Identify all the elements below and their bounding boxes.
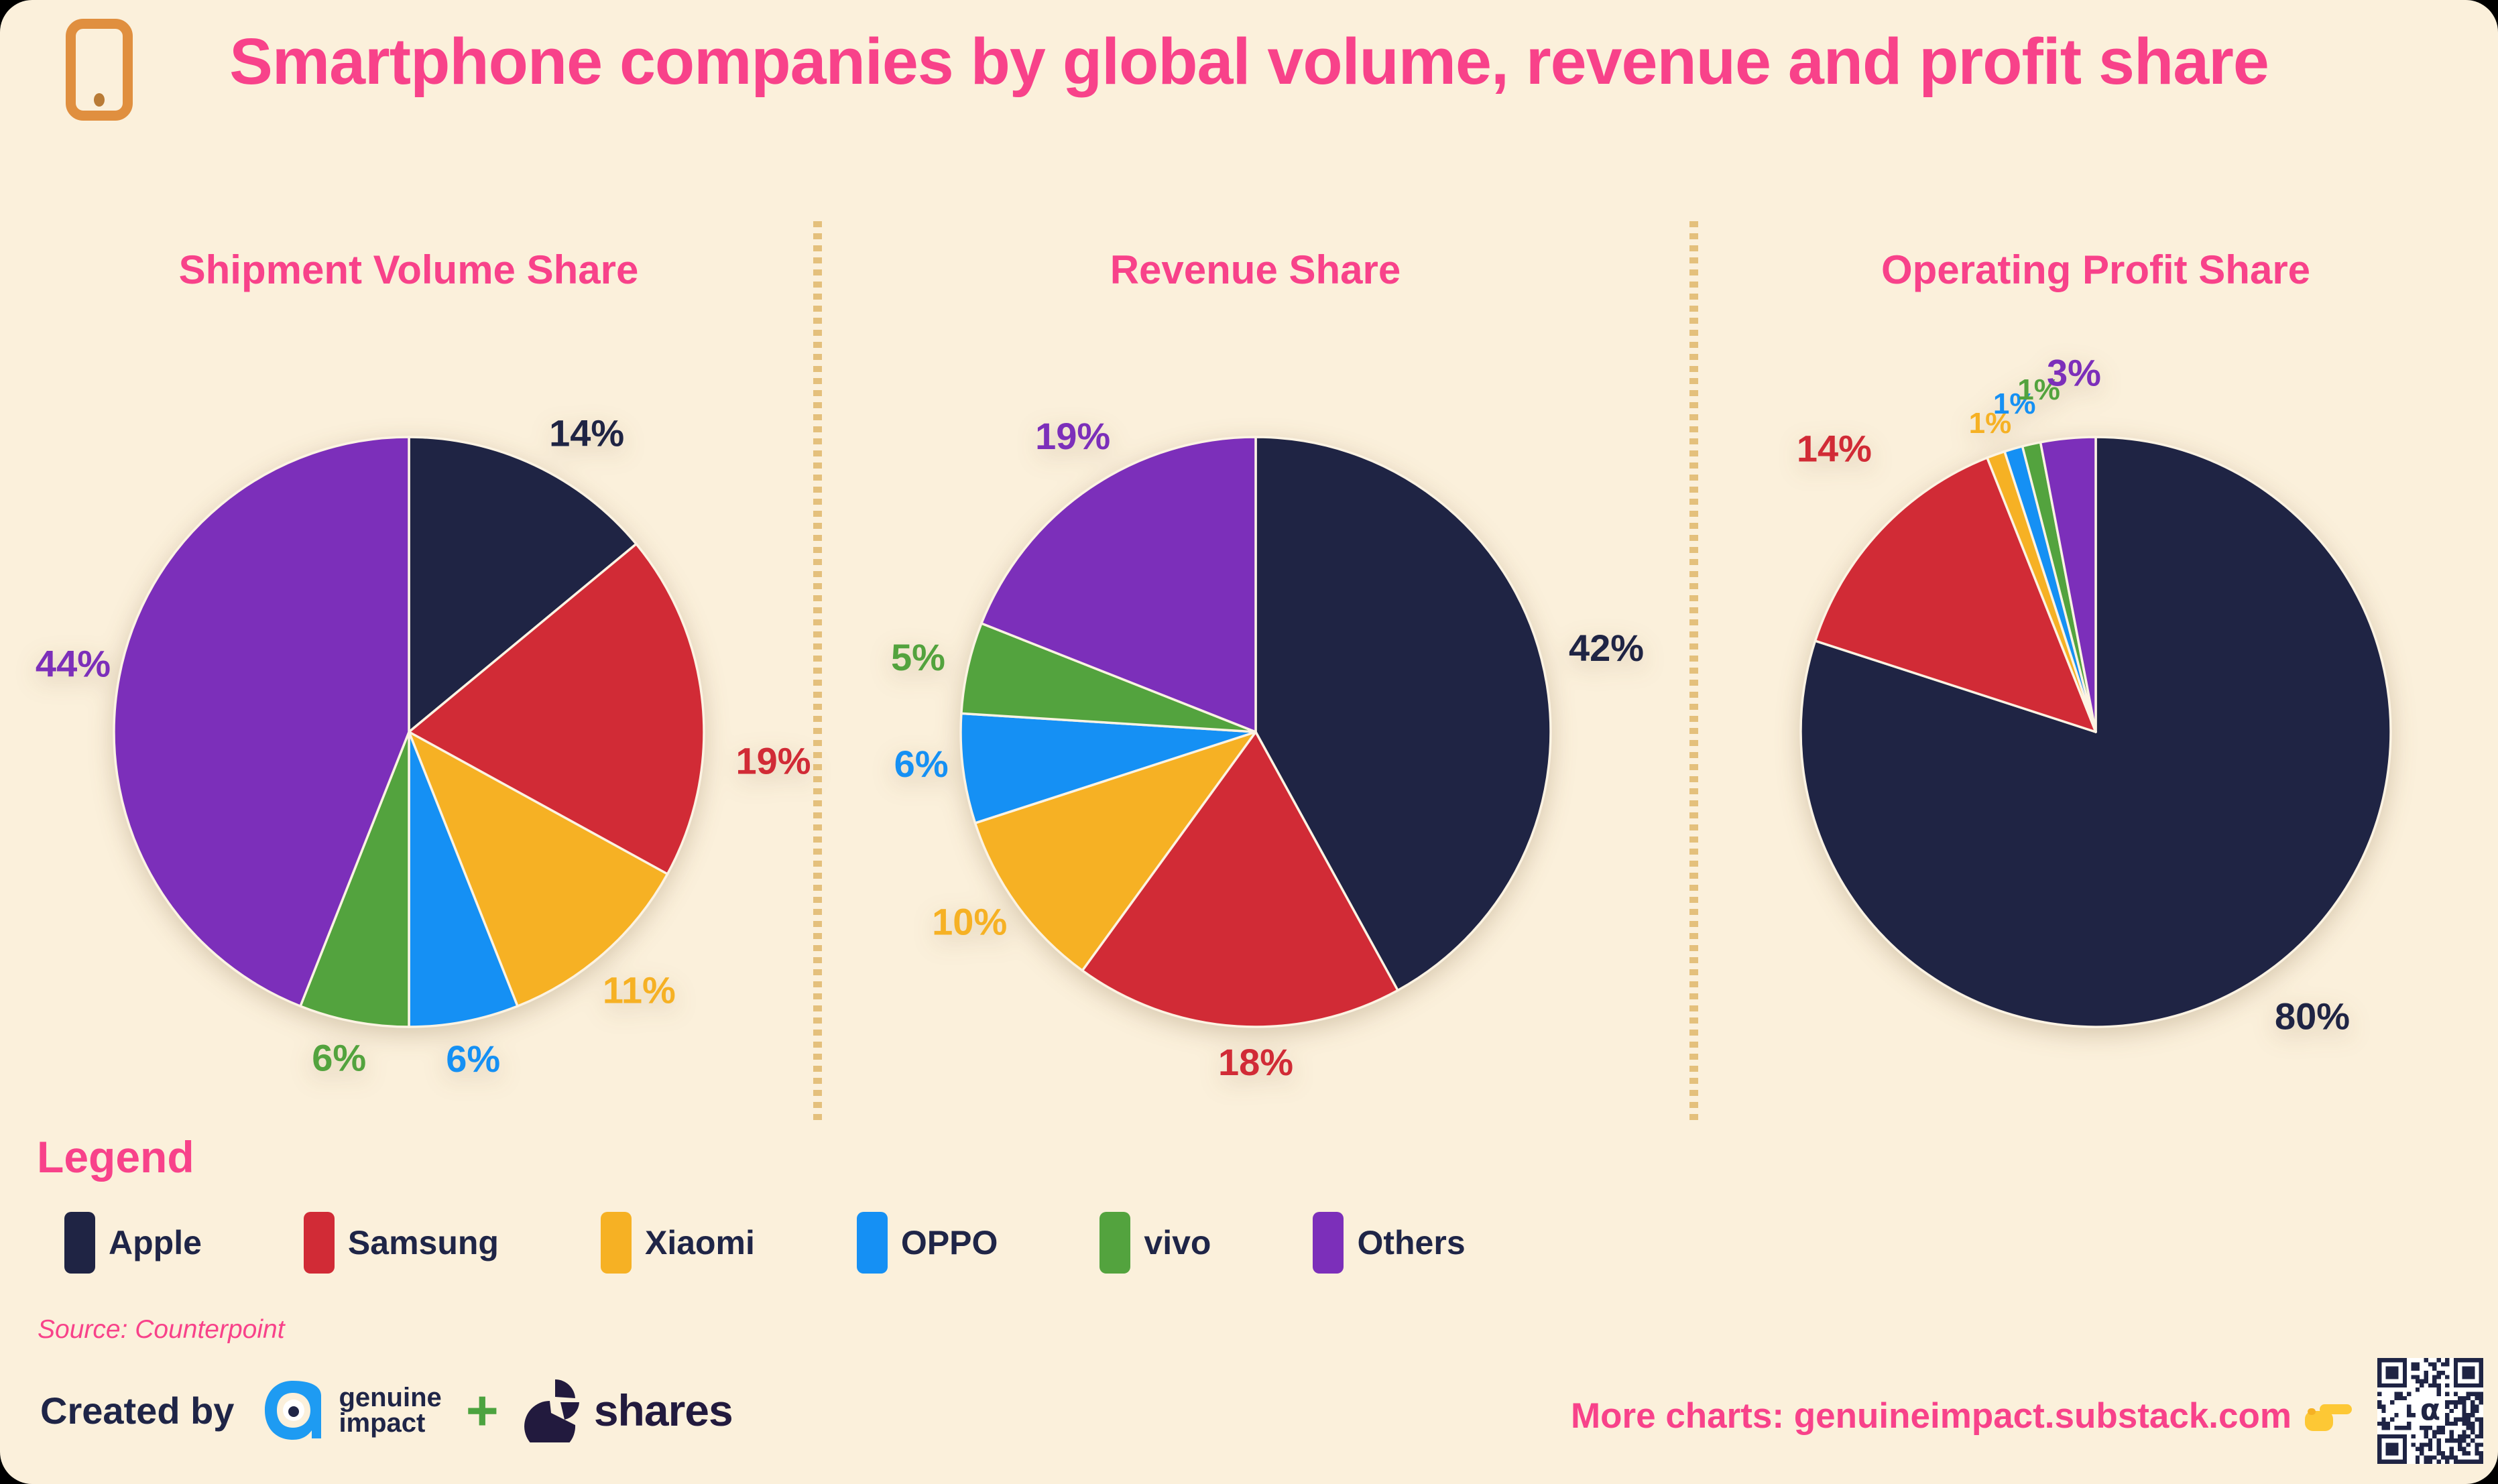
pie-label-oppo: 6% xyxy=(894,743,948,785)
pie-slice-oppo xyxy=(407,731,519,1028)
pie-slice-apple xyxy=(1799,436,2392,1028)
pie-label-oppo: 6% xyxy=(446,1038,500,1080)
pointing-hand-icon xyxy=(2304,1399,2353,1434)
pie-slice-samsung xyxy=(1813,456,2097,733)
legend-item-vivo: vivo xyxy=(1099,1212,1211,1274)
pie-label-apple: 42% xyxy=(1568,627,1643,669)
pie-label-oppo: 1% xyxy=(1993,387,2036,420)
pie-slice-vivo xyxy=(298,731,410,1028)
pie-label-samsung: 19% xyxy=(735,739,811,782)
source-note: Source: Counterpoint xyxy=(38,1315,285,1344)
chart-title-revenue: Revenue Share xyxy=(1110,247,1401,292)
legend-swatch-others xyxy=(1313,1212,1344,1274)
pie-slice-samsung xyxy=(1081,731,1399,1028)
chart-title-shipment-volume: Shipment Volume Share xyxy=(178,247,639,292)
legend-label: vivo xyxy=(1144,1224,1211,1261)
legend-label: Samsung xyxy=(347,1224,499,1261)
legend-heading: Legend xyxy=(37,1132,194,1182)
pie-label-others: 3% xyxy=(2047,351,2101,393)
dashed-divider-right xyxy=(1689,221,1698,1123)
genuine-impact-line1: genuine xyxy=(339,1383,442,1412)
pie-label-vivo: 1% xyxy=(2017,373,2060,406)
section-revenue: Revenue Share 42% 18% 10% 6% 5% 19% xyxy=(817,247,1693,1171)
genuine-impact-line2: impact xyxy=(339,1408,426,1438)
more-charts-link[interactable]: More charts: genuineimpact.substack.com xyxy=(1570,1396,2292,1436)
plus-sign: + xyxy=(465,1379,499,1442)
pie-label-xiaomi: 11% xyxy=(602,969,675,1011)
shares-logo: shares xyxy=(523,1378,733,1442)
legend-label: Others xyxy=(1357,1224,1466,1261)
chart-title-operating-profit: Operating Profit Share xyxy=(1881,247,2311,292)
dashed-divider-left xyxy=(813,221,822,1123)
pie-slice-others xyxy=(112,436,410,1007)
legend-swatch-oppo xyxy=(856,1212,888,1274)
qr-code: α xyxy=(2377,1358,2483,1464)
genuine-impact-logo: genuine impact xyxy=(258,1375,442,1445)
page-title: Smartphone companies by global volume, r… xyxy=(229,25,2269,98)
footer-branding: Created by genuine impact + shares xyxy=(40,1375,733,1445)
section-operating-profit: Operating Profit Share 80% 14% 1% 1% 1% 3% xyxy=(1693,247,2498,1171)
legend: Apple Samsung Xiaomi OPPO vivo Others xyxy=(64,1212,1466,1274)
legend-item-samsung: Samsung xyxy=(303,1212,499,1274)
shares-wordmark: shares xyxy=(593,1385,733,1435)
legend-swatch-samsung xyxy=(303,1212,335,1274)
shares-logo-icon xyxy=(524,1379,579,1442)
pie-label-samsung: 18% xyxy=(1217,1041,1293,1083)
pie-slice-others xyxy=(979,436,1257,733)
legend-swatch-xiaomi xyxy=(600,1212,632,1274)
pie-slice-apple xyxy=(407,436,638,733)
pie-chart-shipment-volume: 14% 19% 11% 6% 6% 44% xyxy=(35,412,811,1080)
legend-item-xiaomi: Xiaomi xyxy=(600,1212,755,1274)
pie-label-apple: 80% xyxy=(2275,995,2350,1038)
pie-slice-oppo xyxy=(959,712,1257,824)
legend-item-apple: Apple xyxy=(64,1212,202,1274)
pie-chart-operating-profit: 80%14%1%1%1%3% xyxy=(1797,351,2392,1038)
pie-slice-apple xyxy=(1254,436,1552,992)
pie-slice-xiaomi xyxy=(973,731,1257,972)
footer-link-row: More charts: genuineimpact.substack.com xyxy=(1571,1396,2353,1436)
legend-label: Xiaomi xyxy=(644,1224,755,1261)
legend-label: Apple xyxy=(109,1224,202,1261)
legend-swatch-vivo xyxy=(1099,1212,1131,1274)
pie-label-xiaomi: 10% xyxy=(932,901,1007,943)
genuine-impact-wordmark: genuine impact xyxy=(339,1383,442,1438)
legend-item-others: Others xyxy=(1313,1212,1466,1274)
genuine-impact-logo-icon xyxy=(265,1381,322,1440)
pie-label-samsung: 14% xyxy=(1797,427,1872,469)
pie-chart-revenue: 42% 18% 10% 6% 5% 19% xyxy=(890,415,1643,1083)
legend-swatch-apple xyxy=(64,1212,95,1274)
pie-slice-samsung xyxy=(407,542,705,875)
legend-item-oppo: OPPO xyxy=(856,1212,998,1274)
smartphone-icon xyxy=(66,19,133,121)
pie-label-vivo: 6% xyxy=(312,1036,366,1078)
phone-home-button xyxy=(94,93,105,107)
pie-slice-xiaomi xyxy=(407,731,668,1007)
pie-label-others: 19% xyxy=(1035,415,1110,457)
pie-label-apple: 14% xyxy=(549,412,624,454)
pie-slice-others xyxy=(2039,436,2097,733)
section-shipment-volume: Shipment Volume Share 14% 19% 11% 6% 6% 44% xyxy=(0,247,817,1171)
svg-text:α: α xyxy=(2420,1393,2440,1427)
pie-label-vivo: 5% xyxy=(890,636,945,678)
pie-label-xiaomi: 1% xyxy=(1969,407,2012,440)
created-by-label: Created by xyxy=(40,1389,235,1432)
pie-label-others: 44% xyxy=(35,642,110,684)
legend-label: OPPO xyxy=(900,1224,998,1261)
